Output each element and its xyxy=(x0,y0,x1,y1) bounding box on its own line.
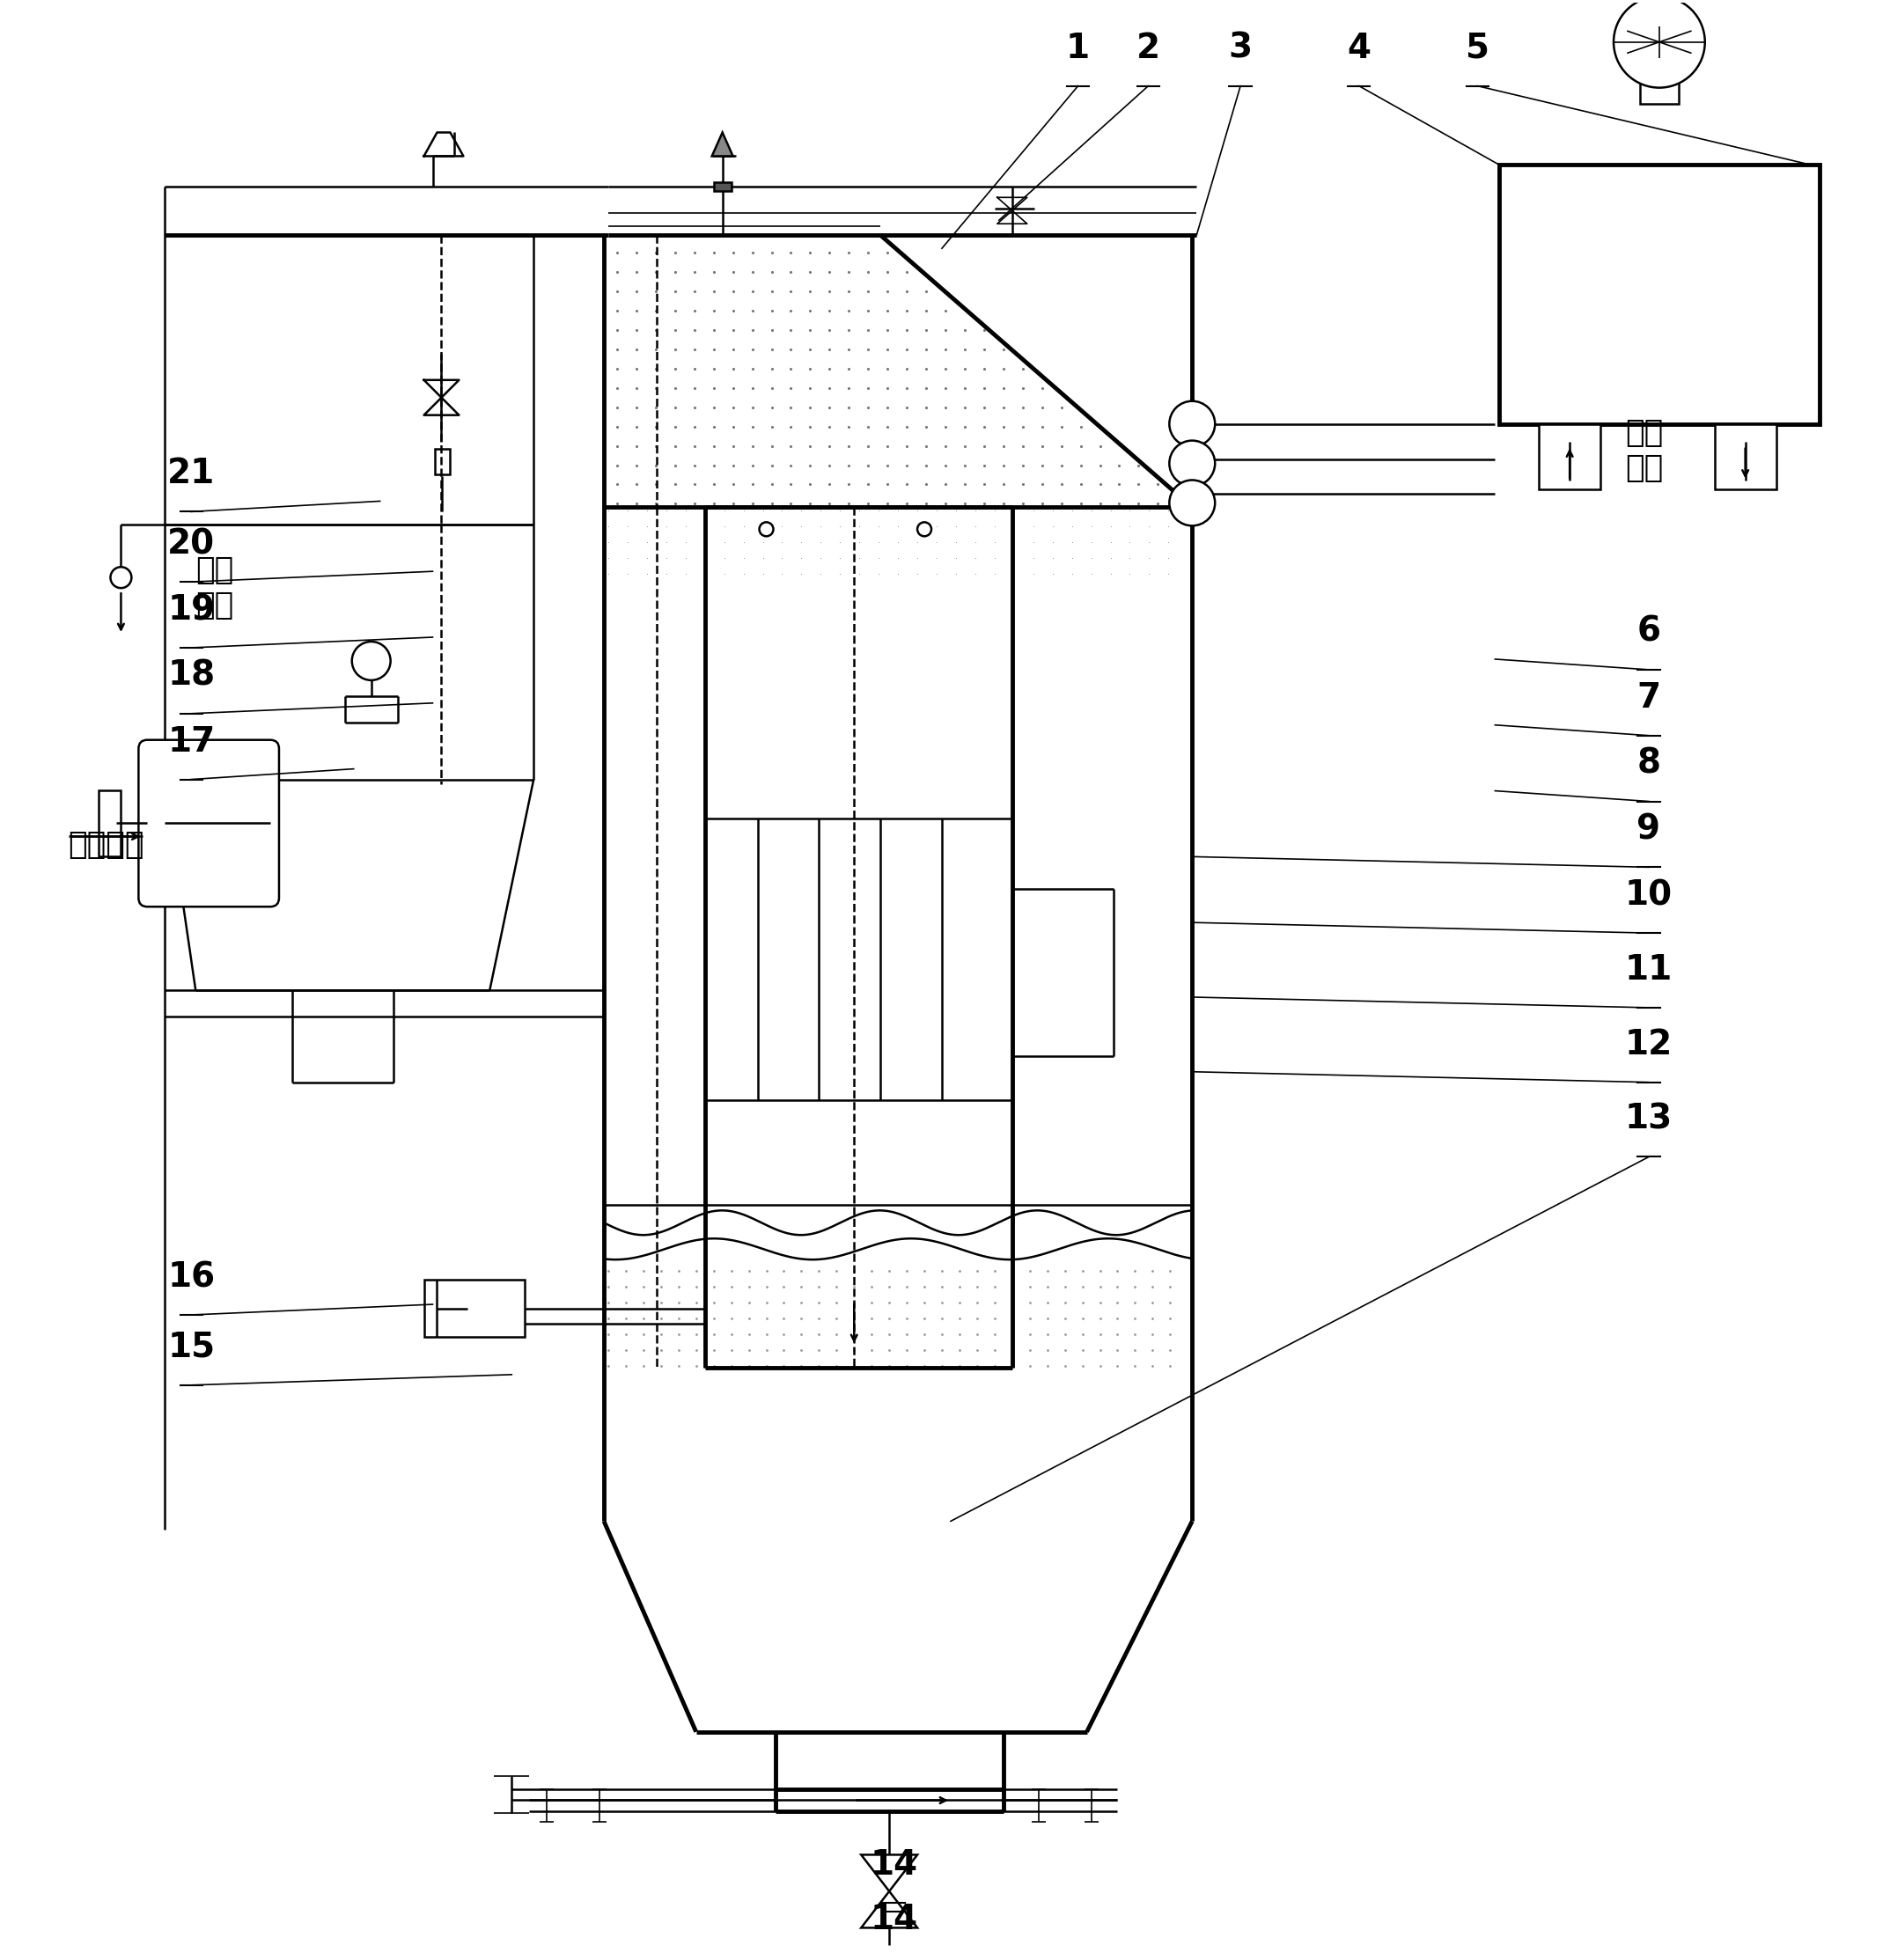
Circle shape xyxy=(1614,0,1705,88)
Text: 17: 17 xyxy=(168,725,215,759)
Text: 4: 4 xyxy=(1348,31,1370,65)
Text: 7: 7 xyxy=(1637,680,1661,715)
Circle shape xyxy=(1170,441,1215,486)
Bar xyxy=(98,790,121,857)
Text: 13: 13 xyxy=(1625,1102,1673,1137)
Bar xyxy=(1538,423,1601,490)
Text: 12: 12 xyxy=(1625,1027,1673,1060)
Text: 10: 10 xyxy=(1625,878,1673,911)
Circle shape xyxy=(352,641,391,680)
Circle shape xyxy=(110,566,132,588)
Text: 2: 2 xyxy=(1136,31,1160,65)
Circle shape xyxy=(917,521,932,537)
Text: 5: 5 xyxy=(1465,31,1489,65)
Text: 21: 21 xyxy=(168,457,215,490)
Text: 浮渣
出口: 浮渣 出口 xyxy=(195,555,234,619)
Polygon shape xyxy=(862,1891,917,1929)
Bar xyxy=(435,449,450,474)
Text: 14: 14 xyxy=(869,1848,917,1882)
Circle shape xyxy=(1170,402,1215,447)
Text: 16: 16 xyxy=(168,1260,215,1294)
Text: 11: 11 xyxy=(1625,953,1673,986)
Text: 14: 14 xyxy=(869,1903,917,1936)
Bar xyxy=(1641,69,1678,104)
FancyBboxPatch shape xyxy=(138,741,280,907)
Text: 8: 8 xyxy=(1637,747,1661,780)
Polygon shape xyxy=(713,133,733,157)
Text: 1: 1 xyxy=(1066,31,1091,65)
Bar xyxy=(714,182,731,192)
Text: 蒸汽入口: 蒸汽入口 xyxy=(68,831,144,860)
Circle shape xyxy=(760,521,773,537)
Bar xyxy=(1714,423,1777,490)
Text: 9: 9 xyxy=(1637,813,1661,847)
Text: 19: 19 xyxy=(168,594,215,627)
Text: 出口: 出口 xyxy=(1625,453,1663,482)
Circle shape xyxy=(1170,480,1215,525)
Text: 清汁: 清汁 xyxy=(1625,417,1663,447)
Text: 6: 6 xyxy=(1637,615,1661,649)
Bar xyxy=(423,1280,525,1337)
Text: 3: 3 xyxy=(1228,31,1253,65)
Polygon shape xyxy=(862,1854,917,1891)
Bar xyxy=(1499,165,1820,423)
Text: 20: 20 xyxy=(168,527,215,561)
Text: 18: 18 xyxy=(168,659,215,692)
Text: 15: 15 xyxy=(168,1331,215,1364)
